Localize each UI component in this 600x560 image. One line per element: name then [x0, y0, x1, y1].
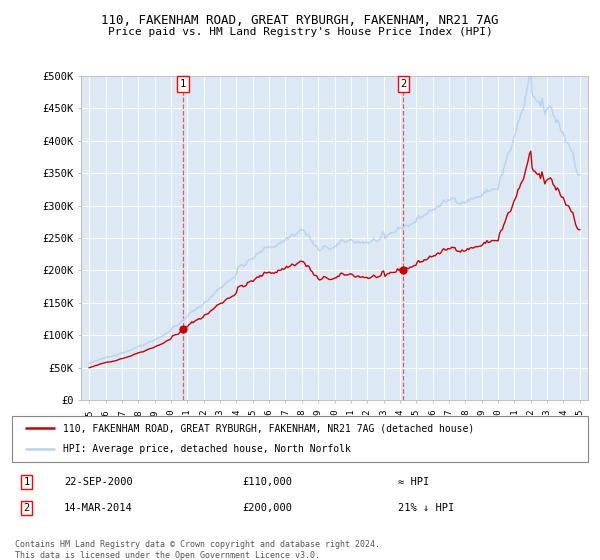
- Text: HPI: Average price, detached house, North Norfolk: HPI: Average price, detached house, Nort…: [62, 445, 350, 455]
- Text: Price paid vs. HM Land Registry's House Price Index (HPI): Price paid vs. HM Land Registry's House …: [107, 27, 493, 37]
- Text: 110, FAKENHAM ROAD, GREAT RYBURGH, FAKENHAM, NR21 7AG (detached house): 110, FAKENHAM ROAD, GREAT RYBURGH, FAKEN…: [62, 423, 474, 433]
- Text: 2: 2: [400, 79, 406, 89]
- Text: 1: 1: [23, 477, 29, 487]
- Text: ≈ HPI: ≈ HPI: [398, 477, 429, 487]
- Text: £200,000: £200,000: [242, 503, 292, 513]
- Text: 14-MAR-2014: 14-MAR-2014: [64, 503, 133, 513]
- FancyBboxPatch shape: [12, 416, 588, 462]
- Text: 2: 2: [23, 503, 29, 513]
- Text: 21% ↓ HPI: 21% ↓ HPI: [398, 503, 454, 513]
- Text: 22-SEP-2000: 22-SEP-2000: [64, 477, 133, 487]
- Text: £110,000: £110,000: [242, 477, 292, 487]
- Text: 110, FAKENHAM ROAD, GREAT RYBURGH, FAKENHAM, NR21 7AG: 110, FAKENHAM ROAD, GREAT RYBURGH, FAKEN…: [101, 14, 499, 27]
- Text: 1: 1: [180, 79, 186, 89]
- Text: Contains HM Land Registry data © Crown copyright and database right 2024.
This d: Contains HM Land Registry data © Crown c…: [15, 540, 380, 560]
